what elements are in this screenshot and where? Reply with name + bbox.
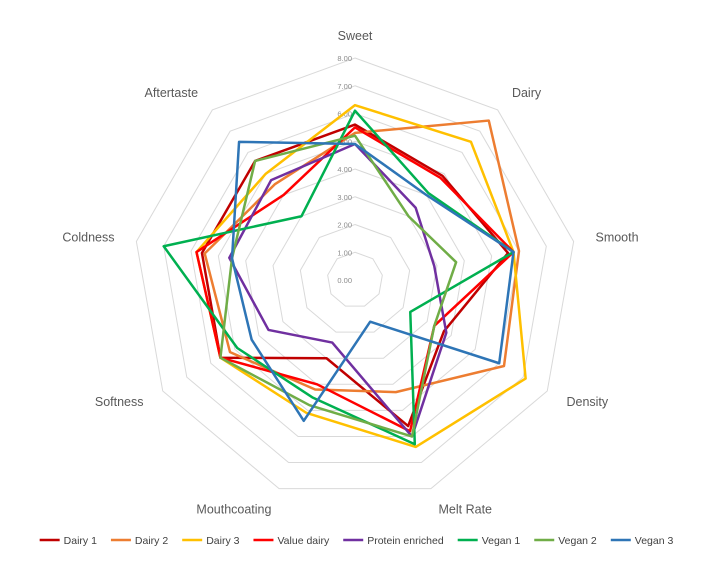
legend-label: Dairy 2	[135, 535, 168, 547]
chart-legend: Dairy 1 Dairy 2 Dairy 3 Value dairy Protein …	[39, 535, 674, 547]
grid-ring	[272, 196, 438, 359]
legend-entry-dairy-2: Dairy 2	[110, 535, 168, 547]
grid-ring	[163, 85, 547, 464]
legend-label: Dairy 1	[64, 535, 97, 547]
legend-entry-value-dairy: Value dairy	[253, 535, 330, 547]
legend-label: Value dairy	[277, 535, 330, 547]
legend-label: Vegan 2	[558, 535, 597, 547]
legend-label: Vegan 3	[635, 535, 674, 547]
tick-label: 0.00	[337, 276, 352, 285]
radar-grid	[135, 57, 575, 490]
axis-label-melt-rate: Melt Rate	[439, 502, 493, 516]
grid-ring	[245, 168, 465, 385]
tick-label: 4.00	[337, 165, 352, 174]
series-vegan-3	[230, 140, 515, 423]
axis-label-density: Density	[566, 395, 608, 409]
tick-label: 8.00	[337, 54, 352, 63]
radar-tick-labels: 0.001.002.003.004.005.006.007.008.00	[337, 54, 352, 285]
legend-entry-vegan-1: Vegan 1	[457, 535, 521, 547]
series-protein-enriched	[228, 142, 448, 438]
grid-ring	[190, 112, 520, 437]
axis-label-mouthcoating: Mouthcoating	[196, 502, 271, 516]
legend-label: Vegan 1	[482, 535, 521, 547]
tick-label: 3.00	[337, 193, 352, 202]
radar-series	[162, 103, 527, 449]
tick-label: 1.00	[337, 248, 352, 257]
grid-ring	[135, 57, 575, 490]
axis-label-softness: Softness	[95, 395, 144, 409]
legend-entry-vegan-2: Vegan 2	[534, 535, 597, 547]
radar-axis-labels: Sweet Dairy Smooth Density Melt Rate Mouthcoa…	[62, 29, 638, 517]
legend-label: Protein enriched	[367, 535, 444, 547]
grid-ring	[299, 223, 411, 333]
tick-label: 7.00	[337, 82, 352, 91]
legend-label: Dairy 3	[206, 535, 239, 547]
axis-label-dairy: Dairy	[512, 86, 542, 100]
axis-label-smooth: Smooth	[595, 231, 638, 245]
tick-label: 2.00	[337, 221, 352, 230]
legend-entry-vegan-3: Vegan 3	[610, 535, 674, 547]
legend-entry-protein-enriched: Protein enriched	[343, 535, 444, 547]
grid-ring	[327, 251, 383, 307]
series-dairy-2	[203, 119, 521, 394]
series-vegan-2	[219, 134, 458, 438]
legend-entry-dairy-1: Dairy 1	[39, 535, 97, 547]
tick-label: 5.00	[337, 137, 352, 146]
axis-label-sweet: Sweet	[338, 29, 373, 43]
legend-entry-dairy-3: Dairy 3	[182, 535, 240, 547]
series-dairy-3	[195, 103, 527, 449]
axis-label-coldness: Coldness	[62, 231, 114, 245]
axis-label-aftertaste: Aftertaste	[145, 86, 199, 100]
